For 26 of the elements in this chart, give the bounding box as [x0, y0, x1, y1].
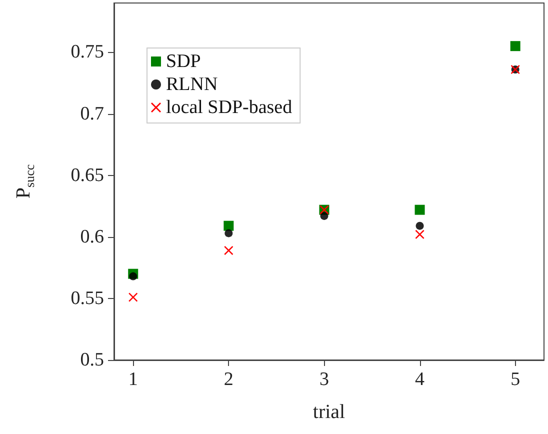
x-tick-label: 1: [128, 369, 138, 390]
x-tick-label: 3: [319, 369, 329, 390]
y-tick-label: 0.75: [70, 42, 104, 63]
point: [224, 246, 234, 255]
legend-label: RLNN: [166, 74, 218, 95]
point: [414, 204, 425, 215]
y-tick-label: 0.7: [80, 103, 104, 124]
legend-label: SDP: [166, 51, 201, 72]
point: [416, 222, 424, 230]
point: [129, 272, 138, 280]
y-tick-label: 0.55: [70, 288, 104, 309]
point: [224, 229, 233, 238]
point: [224, 220, 234, 231]
legend-label: local SDP-based: [166, 97, 293, 118]
point: [510, 41, 520, 52]
x-tick-label: 2: [224, 369, 234, 390]
point: [128, 292, 138, 302]
x-tick-label: 5: [510, 369, 520, 390]
point: [415, 230, 424, 239]
x-tick-label: 4: [415, 369, 426, 390]
point: [320, 212, 328, 220]
y-axis-title: Psucc: [12, 164, 37, 199]
y-tick-label: 0.65: [70, 164, 104, 186]
x-axis-title: trial: [312, 401, 346, 423]
y-tick-label: 0.5: [80, 350, 104, 370]
y-tick-label: 0.6: [80, 226, 104, 248]
